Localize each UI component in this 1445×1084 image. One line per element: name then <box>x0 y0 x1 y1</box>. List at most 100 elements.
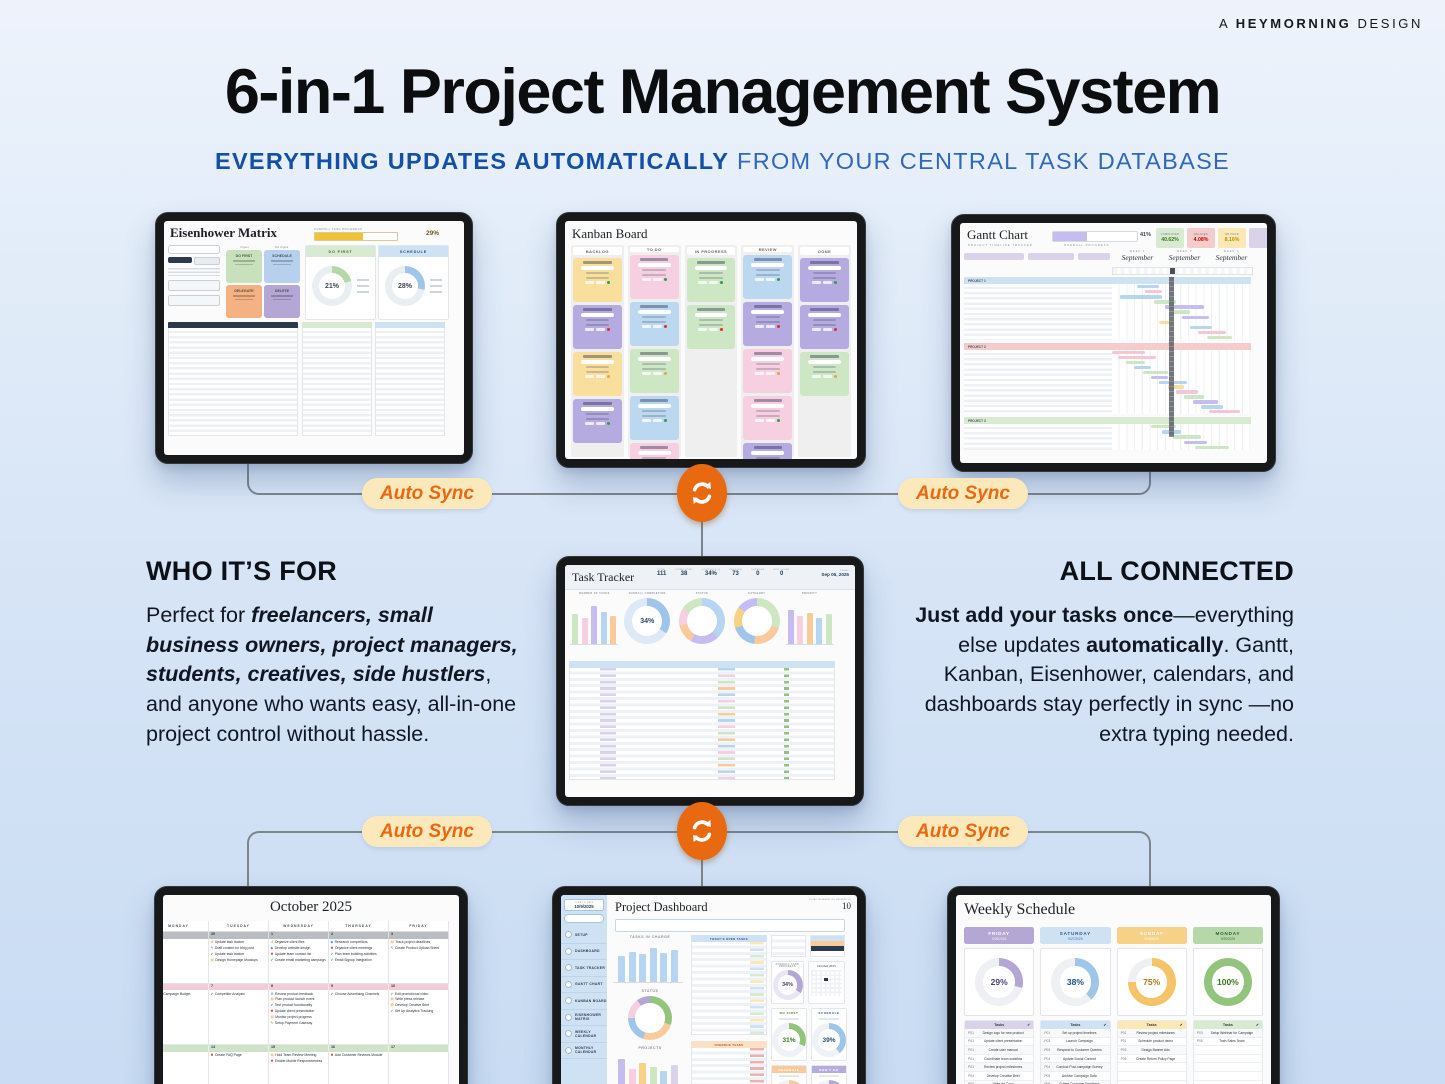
filter-strip[interactable] <box>1028 253 1074 260</box>
task-row[interactable]: P01 Review project milestones <box>1117 1029 1186 1038</box>
sidebar-item-gantt-chart[interactable]: GANTT CHART <box>561 977 607 993</box>
calendar-task[interactable]: ✎ Create Product Upload Sheet <box>389 946 448 950</box>
calendar-cell[interactable]: ✖ Add Customer Reviews Module <box>329 1051 389 1084</box>
kanban-card[interactable] <box>573 352 622 396</box>
calendar-task[interactable]: ▤ Develop Creative Brief <box>389 1003 448 1007</box>
calendar-task[interactable]: ✔ Create email marketing campaign <box>269 958 328 962</box>
calendar-cell[interactable] <box>163 938 209 983</box>
task-row[interactable]: P01 Set up project timelines <box>1041 1029 1110 1038</box>
calendar-task[interactable]: ⚙ Review product feedback <box>269 992 328 996</box>
sidebar-item-eisenhower-matrix[interactable]: EISENHOWER MATRIX <box>561 1010 607 1026</box>
calendar-cell[interactable]: ⚙ Review product feedback ▤ Plan product la… <box>269 990 329 1044</box>
view-toggle[interactable] <box>194 257 220 265</box>
calendar-task[interactable]: ↺ Update task tracker <box>209 940 268 944</box>
kanban-card[interactable] <box>573 305 622 349</box>
calendar-cell[interactable]: ✔ Competitor Analysis <box>209 990 269 1044</box>
kanban-card[interactable] <box>686 305 736 349</box>
calendar-cell[interactable]: Set Up Campaign Budget <box>163 990 209 1044</box>
calendar-task[interactable]: ◆ Develop website design <box>269 946 328 950</box>
kanban-card[interactable] <box>629 255 679 299</box>
kanban-card[interactable] <box>573 258 622 302</box>
task-row[interactable]: P05 Archive Campaign Data <box>1041 1072 1110 1081</box>
task-row[interactable]: P03 Setup Webinar for Campaign <box>1193 1029 1262 1038</box>
task-row[interactable]: P01 Update client presentation <box>965 1038 1034 1047</box>
calendar-task[interactable]: ✖ Create FAQ Page <box>209 1053 268 1057</box>
calendar-task[interactable]: ✎ Setup Payment Gateway <box>269 1021 328 1025</box>
calendar-cell[interactable]: ↺ Update task tracker ✎ Draft content for b… <box>209 938 269 983</box>
kanban-card[interactable] <box>743 443 793 459</box>
sidebar-item-task-tracker[interactable]: TASK TRACKER <box>561 960 607 977</box>
kanban-card[interactable] <box>743 302 793 346</box>
calendar-task[interactable]: ✖ Update team contact list <box>269 952 328 956</box>
calendar-cell[interactable] <box>163 1051 209 1084</box>
calendar-task[interactable]: ▤ Plan product launch event <box>269 997 328 1001</box>
task-row[interactable]: P04 Develop Creative Brief <box>965 1072 1034 1081</box>
task-row[interactable]: P04 Update Social Content <box>1041 1055 1110 1064</box>
calendar-cell[interactable]: ↺ Organize client files ◆ Develop website d… <box>269 938 329 983</box>
kanban-card[interactable] <box>743 255 793 299</box>
calendar-task[interactable]: ✔ Plan team building activities <box>329 952 388 956</box>
kanban-card[interactable] <box>800 258 849 302</box>
kanban-card[interactable] <box>629 302 679 346</box>
calendar-task[interactable]: ✖ Add Customer Reviews Module <box>329 1053 388 1057</box>
task-row[interactable]: P05 Train Sales Team <box>1193 1038 1262 1047</box>
calendar-cell[interactable]: ◆ Research competitors ✖ Organize client me… <box>329 938 389 983</box>
task-row[interactable]: P03 Launch Campaign <box>1041 1038 1110 1047</box>
kanban-card[interactable] <box>573 399 622 443</box>
filter-bar[interactable] <box>615 919 845 932</box>
calendar-task[interactable]: ✔ Competitor Analysis <box>209 992 268 996</box>
kanban-card[interactable] <box>629 443 679 459</box>
calendar-task[interactable]: ✔ Choose Advertising Channels <box>329 992 388 996</box>
sidebar-item-setup[interactable]: SETUP <box>561 927 607 944</box>
calendar-task[interactable]: ◆ Research competitors <box>329 940 388 944</box>
calendar-task[interactable]: ✖ Organize client meetings <box>329 946 388 950</box>
calendar-task[interactable]: ✔ Update task tracker <box>209 952 268 956</box>
calendar-task[interactable]: ✖ Enable Mobile Responsiveness <box>269 1059 328 1063</box>
sidebar-item-dashboard[interactable]: DASHBOARD <box>561 944 607 960</box>
task-row[interactable]: P01 Create user manual <box>965 1046 1034 1055</box>
calendar-cell[interactable]: ▤ Hold Team Review Meeting ✖ Enable Mobile … <box>269 1051 329 1084</box>
calendar-task[interactable]: ✔ Test product functionality <box>269 1003 328 1007</box>
calendar-task[interactable]: ✔ Set Up Analytics Tracking <box>389 1009 448 1013</box>
task-row[interactable]: P05 Create Return Policy Page <box>1117 1055 1186 1064</box>
task-row[interactable]: P05Collect Customer Feedback <box>1041 1080 1110 1084</box>
calendar-cell[interactable]: ✔ Choose Advertising Channels <box>329 990 389 1044</box>
task-row[interactable]: P01 Coordinate team workflow <box>965 1055 1034 1064</box>
calendar-task[interactable]: ↺ Organize client files <box>269 940 328 944</box>
task-row[interactable]: P05Write Ad Copy <box>965 1080 1034 1084</box>
task-row[interactable]: P03 Design Banner Ads <box>1117 1046 1186 1055</box>
sidebar-item-weekly-calendar[interactable]: WEEKLY CALENDAR <box>561 1026 607 1043</box>
calendar-task[interactable]: ✎ Draft content for blog post <box>209 946 268 950</box>
kanban-card[interactable] <box>686 258 736 302</box>
calendar-cell[interactable]: ✔ Edit promotional video ▤ Write press rele… <box>389 990 449 1044</box>
calendar-task[interactable]: ✔ Email Signup Integration <box>329 958 388 962</box>
kanban-card[interactable] <box>743 349 793 393</box>
sidebar-item-kanban-board[interactable]: KANBAN BOARD <box>561 993 607 1010</box>
task-row[interactable]: P04 Conduct Post-campaign Survey <box>1041 1063 1110 1072</box>
kanban-card[interactable] <box>629 349 679 393</box>
sidebar-item-monthly-calendar[interactable]: MONTHLY CALENDAR <box>561 1043 607 1059</box>
calendar-cell[interactable] <box>389 1051 449 1084</box>
calendar-task[interactable]: ▤ Design Homepage Mockups <box>209 958 268 962</box>
priority-toggle[interactable] <box>168 257 192 263</box>
task-row[interactable]: P01 Review project milestones <box>965 1063 1034 1072</box>
calendar-task[interactable]: ▤ Monitor project progress <box>269 1015 328 1019</box>
kanban-card[interactable] <box>800 352 849 396</box>
filter-strip[interactable] <box>1078 253 1110 260</box>
task-row[interactable]: P01 Schedule product demo <box>1117 1038 1186 1047</box>
calendar-cell[interactable]: ▤ Track project deadlines ✎ Create Product … <box>389 938 449 983</box>
calendar-task[interactable]: ✖ Update client presentation <box>269 1009 328 1013</box>
task-row[interactable]: P01 Design logo for new product <box>965 1029 1034 1038</box>
assignee-select[interactable] <box>168 295 220 306</box>
filter-strip[interactable] <box>964 253 1024 260</box>
calendar-cell[interactable]: ✖ Create FAQ Page <box>209 1051 269 1084</box>
project-select[interactable] <box>168 280 220 291</box>
kanban-card[interactable] <box>743 396 793 440</box>
search-box[interactable] <box>168 245 220 254</box>
sidebar-search[interactable] <box>564 914 604 923</box>
kanban-card[interactable] <box>800 305 849 349</box>
calendar-task[interactable]: Set Up Campaign Budget <box>163 992 208 996</box>
calendar-task[interactable]: ▤ Hold Team Review Meeting <box>269 1053 328 1057</box>
calendar-task[interactable]: ▤ Write press release <box>389 997 448 1001</box>
calendar-task[interactable]: ✔ Edit promotional video <box>389 992 448 996</box>
